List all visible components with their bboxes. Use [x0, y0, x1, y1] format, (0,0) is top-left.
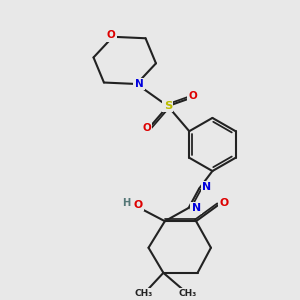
Text: O: O: [189, 91, 197, 101]
Text: O: O: [134, 200, 143, 210]
Text: S: S: [164, 101, 172, 111]
Text: O: O: [220, 199, 229, 208]
Text: N: N: [191, 203, 201, 213]
Text: H: H: [122, 199, 130, 208]
Text: O: O: [107, 30, 116, 40]
Text: CH₃: CH₃: [178, 289, 196, 298]
Text: CH₃: CH₃: [135, 289, 153, 298]
Text: O: O: [142, 123, 151, 133]
Text: N: N: [202, 182, 211, 192]
Text: N: N: [135, 79, 143, 89]
